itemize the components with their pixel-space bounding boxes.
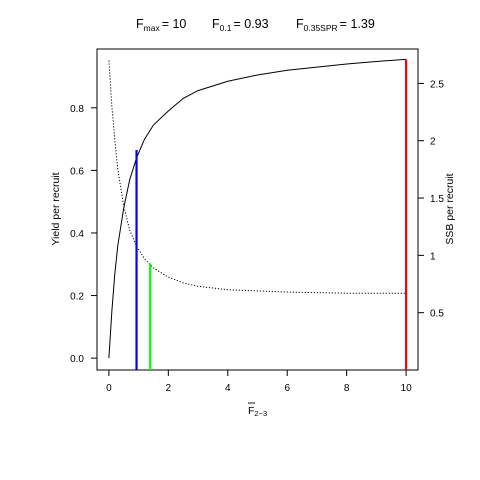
- x-tick-label: 6: [284, 383, 290, 394]
- y-axis-right: 0.5 1 1.5 2 2.5: [418, 79, 444, 320]
- x-axis: 0 2 4 6 8 10: [106, 370, 412, 394]
- x-axis-label: F2−3: [248, 405, 267, 418]
- y-right-tick-label: 0.5: [430, 309, 444, 320]
- y-left-tick-label: 0.4: [70, 229, 84, 240]
- y-left-tick-label: 0.6: [70, 166, 84, 177]
- title-fmax: Fmax = 10: [136, 17, 186, 33]
- title-f01: F0.1 = 0.93: [212, 17, 269, 33]
- y-right-tick-label: 1: [430, 251, 436, 262]
- x-tick-label: 0: [106, 383, 112, 394]
- x-tick-label: 8: [344, 383, 350, 394]
- y-axis-label-left: Yield per recruit: [50, 172, 62, 245]
- plot-frame: [96, 48, 419, 371]
- yield-per-recruit-line: [108, 58, 407, 359]
- x-tick-label: 4: [225, 383, 231, 394]
- series-group: [108, 58, 407, 359]
- y-axis-label-right: SSB per recruit: [444, 173, 456, 244]
- x-tick-label: 10: [401, 383, 413, 394]
- y-left-tick-label: 0.0: [70, 354, 84, 365]
- reference-lines: [135, 59, 408, 370]
- ssb-per-recruit-line: [108, 60, 407, 294]
- y-right-tick-label: 2: [430, 137, 436, 148]
- y-right-tick-label: 1.5: [430, 194, 444, 205]
- y-left-tick-label: 0.8: [70, 104, 84, 115]
- y-axis-left: 0.0 0.2 0.4 0.6 0.8: [70, 104, 97, 365]
- y-left-tick-label: 0.2: [70, 292, 84, 303]
- title-f035spr: F0.35SPR = 1.39: [296, 17, 375, 33]
- y-right-tick-label: 2.5: [430, 79, 444, 90]
- x-tick-label: 2: [166, 383, 172, 394]
